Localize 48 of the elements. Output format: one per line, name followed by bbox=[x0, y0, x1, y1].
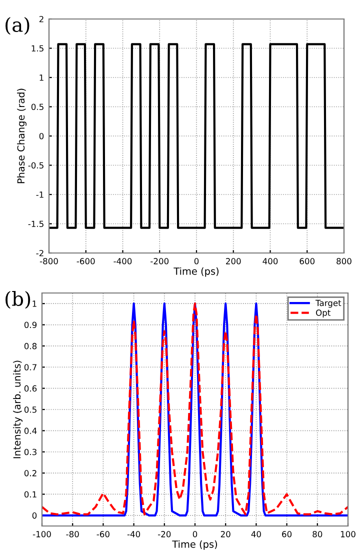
legend-label: Opt bbox=[316, 310, 330, 318]
y-tick-label: 1 bbox=[40, 74, 44, 81]
y-tick-label: -0.5 bbox=[28, 162, 44, 169]
x-tick-label: 20 bbox=[220, 531, 230, 538]
y-tick-label: 1.5 bbox=[32, 45, 44, 52]
y-tick-label: 0.9 bbox=[24, 322, 37, 328]
x-axis-title: Time (ps) bbox=[172, 540, 218, 550]
x-axis-title: Time (ps) bbox=[174, 267, 219, 277]
y-tick-label: 2 bbox=[39, 16, 44, 22]
y-tick-label: -1.5 bbox=[28, 220, 44, 228]
x-tick-label: 40 bbox=[251, 531, 261, 538]
y-tick-label: 0.4 bbox=[24, 428, 37, 434]
legend-label: Target bbox=[316, 300, 342, 308]
x-tick-label: 800 bbox=[336, 258, 352, 264]
x-tick-label: -20 bbox=[158, 531, 171, 538]
x-tick-label: -80 bbox=[66, 531, 79, 538]
y-tick-label: 0.7 bbox=[24, 364, 36, 370]
text: (a) bbox=[6, 17, 30, 35]
x-tick-label: 600 bbox=[300, 258, 315, 264]
y-tick-label: 0.3 bbox=[24, 448, 36, 456]
y-tick-label: 0.2 bbox=[24, 470, 36, 476]
x-tick-label: -100 bbox=[32, 531, 51, 538]
x-tick-label: -200 bbox=[150, 258, 169, 264]
y-axis-title: Intensity (arb. units) bbox=[13, 360, 22, 458]
x-tick-label: 60 bbox=[282, 531, 292, 538]
y-tick-label: 0.1 bbox=[24, 491, 36, 498]
y-tick-label: -2 bbox=[36, 250, 44, 256]
y-tick-label: 1 bbox=[32, 300, 36, 307]
x-tick-label: -60 bbox=[96, 531, 110, 538]
x-tick-label: -800 bbox=[40, 258, 58, 264]
y-tick-label: -1 bbox=[36, 192, 44, 198]
y-tick-label: 0.5 bbox=[24, 406, 36, 413]
y-tick-label: 0.8 bbox=[24, 342, 37, 350]
x-tick-label: 0 bbox=[194, 258, 199, 264]
x-tick-label: -600 bbox=[76, 258, 95, 264]
x-tick-label: -40 bbox=[127, 531, 140, 538]
y-axis-title: Phase Change (rad) bbox=[17, 88, 26, 184]
text: (b) bbox=[6, 291, 30, 309]
x-tick-label: 0 bbox=[192, 531, 198, 538]
y-tick-label: 0 bbox=[32, 512, 37, 519]
y-tick-label: 0.5 bbox=[31, 104, 44, 110]
x-tick-label: 80 bbox=[312, 531, 322, 538]
x-tick-label: 100 bbox=[340, 531, 356, 538]
x-tick-label: 400 bbox=[262, 258, 278, 264]
x-tick-label: -400 bbox=[114, 258, 132, 264]
y-tick-label: 0 bbox=[39, 132, 44, 140]
x-tick-label: 200 bbox=[226, 258, 241, 264]
y-tick-label: 0.6 bbox=[24, 385, 37, 392]
